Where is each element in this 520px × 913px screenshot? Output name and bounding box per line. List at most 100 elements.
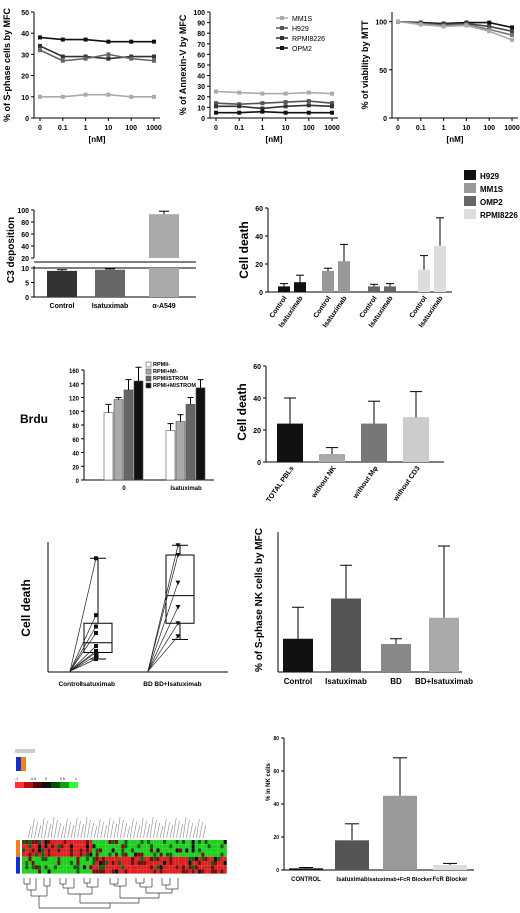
legend-label: RPMI+M/-	[153, 369, 178, 375]
bar	[289, 868, 323, 870]
data-point	[83, 54, 88, 59]
heatmap-cell	[156, 869, 160, 874]
heatmap-cell	[28, 861, 32, 866]
column-label-mark	[73, 817, 78, 839]
heatmap-cell	[102, 852, 106, 857]
column-label-mark	[133, 821, 137, 839]
series-line	[40, 93, 154, 98]
heatmap-cell	[134, 861, 138, 866]
heatmap-cell	[82, 865, 86, 870]
heatmap-cell	[50, 840, 54, 845]
data-point	[106, 56, 111, 61]
column-label-mark	[176, 820, 180, 839]
heatmap-cell	[79, 861, 83, 866]
heatmap-cell	[121, 848, 125, 853]
heatmap-cell	[150, 852, 154, 857]
heatmap-cell	[169, 865, 173, 870]
pair-line	[147, 623, 179, 672]
x-tick-label: BD	[390, 677, 402, 686]
heatmap-cell	[169, 856, 173, 861]
heatmap-cell	[95, 856, 99, 861]
data-point	[175, 634, 181, 639]
data-point	[94, 624, 98, 629]
heatmap-cell	[169, 869, 173, 874]
pair-line	[147, 636, 179, 672]
y-tick-label: 10	[197, 105, 205, 112]
heatmap-cell	[73, 865, 77, 870]
heatmap-cell	[220, 848, 224, 853]
heatmap-cell	[50, 848, 54, 853]
data-point	[510, 33, 514, 38]
y-tick-label: 80	[273, 736, 279, 742]
heatmap-cell	[92, 848, 96, 853]
x-tick-label: 1	[442, 125, 446, 132]
heatmap-cell	[140, 840, 144, 845]
heatmap-cell	[188, 869, 192, 874]
heatmap-cell	[153, 844, 157, 849]
column-label-mark	[93, 825, 98, 839]
heatmap-cell	[50, 852, 54, 857]
legend-swatch	[145, 375, 152, 382]
x-tick-label: FcR Blocker	[432, 877, 468, 883]
heatmap-cell	[114, 844, 118, 849]
y-tick-label: 0	[276, 868, 279, 874]
heatmap-cell	[156, 840, 160, 845]
heatmap-cell	[214, 865, 218, 870]
heatmap-cell	[198, 861, 202, 866]
heatmap-cell	[82, 852, 86, 857]
data-point	[129, 54, 134, 59]
heatmap-cell	[156, 848, 160, 853]
legend-label: MM1S	[292, 16, 313, 23]
heatmap-cell	[140, 856, 144, 861]
heatmap-cell	[191, 856, 195, 861]
heatmap-cell	[130, 856, 134, 861]
heatmap-cell	[127, 848, 131, 853]
row-group-orange	[16, 840, 20, 857]
heatmap-cell	[105, 852, 109, 857]
legend-label: RPMI8226	[480, 211, 518, 220]
column-label-mark	[57, 822, 61, 839]
heatmap-cell	[137, 840, 141, 845]
heatmap-cell	[124, 848, 128, 853]
column-label-mark	[90, 822, 94, 839]
x-tick-label: without Mφ	[352, 465, 380, 501]
heatmap-cell	[105, 869, 109, 874]
bar	[185, 404, 196, 481]
heatmap-cell	[143, 852, 147, 857]
heatmap-cell	[124, 852, 128, 857]
heatmap-cell	[73, 852, 77, 857]
heatmap-cell	[63, 848, 67, 853]
heatmap-cell	[34, 852, 38, 857]
heatmap-cell	[86, 861, 90, 866]
heatmap-cell	[207, 869, 211, 874]
legend-label: OMP2	[480, 198, 503, 207]
bar	[434, 245, 446, 292]
data-point	[260, 106, 265, 111]
heatmap-cell	[66, 861, 70, 866]
heatmap-cell	[220, 840, 224, 845]
data-point	[418, 22, 423, 27]
heatmap-cell	[98, 848, 102, 853]
heatmap-cell	[28, 840, 32, 845]
heatmap-cell	[207, 844, 211, 849]
heatmap-cell	[146, 844, 150, 849]
heatmap-cell	[22, 861, 26, 866]
y-tick-label: 40	[273, 802, 279, 808]
heatmap-cell	[28, 852, 32, 857]
heatmap-cell	[153, 865, 157, 870]
column-label-mark	[192, 825, 197, 839]
x-tick-label: TOTAL PBLs	[266, 465, 296, 504]
heatmap-cell	[191, 861, 195, 866]
heatmap-cell	[79, 865, 83, 870]
heatmap-cell	[31, 852, 35, 857]
column-label-mark	[97, 818, 101, 839]
heatmap-cell	[95, 869, 99, 874]
heatmap-cell	[214, 869, 218, 874]
heatmap-cell	[156, 852, 160, 857]
heatmap-cell	[201, 861, 205, 866]
heatmap-cell	[60, 848, 64, 853]
heatmap-cell	[217, 856, 221, 861]
bar	[319, 454, 345, 462]
heatmap-cell	[137, 844, 141, 849]
scale-cell	[60, 782, 69, 788]
